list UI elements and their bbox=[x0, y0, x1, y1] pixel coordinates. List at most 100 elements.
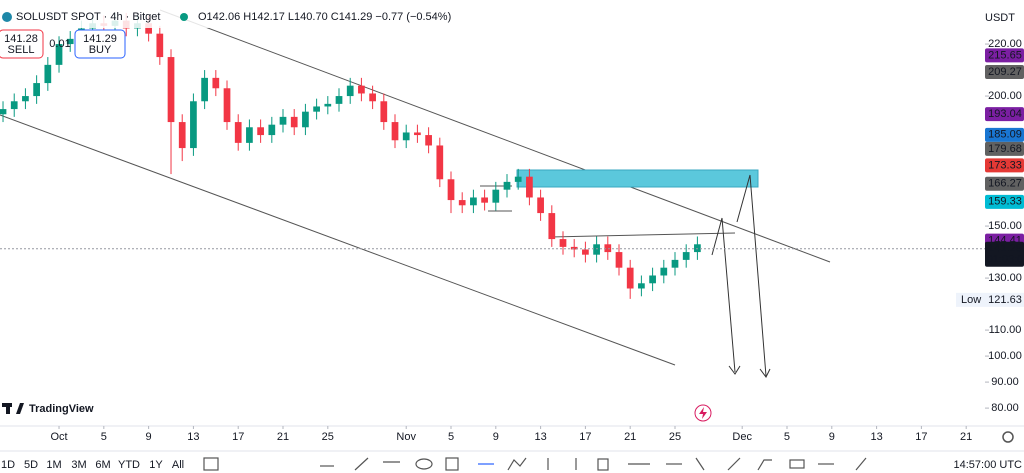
x-tick-label: 25 bbox=[322, 431, 334, 443]
settings-icon[interactable] bbox=[1002, 431, 1014, 443]
candle-body bbox=[559, 239, 567, 247]
tool-icon[interactable] bbox=[597, 458, 609, 471]
arrow-path bbox=[736, 174, 767, 377]
candle-body bbox=[615, 252, 623, 268]
sell-button[interactable] bbox=[0, 29, 44, 59]
candle-body bbox=[492, 189, 500, 203]
range-button[interactable]: 1M bbox=[46, 459, 61, 471]
y-tick-label: 130.00 bbox=[988, 272, 1022, 284]
candle-body bbox=[279, 116, 287, 125]
last-price-text: 141.29 bbox=[988, 243, 1022, 255]
tool-icon[interactable] bbox=[507, 457, 527, 471]
brand: TradingView bbox=[29, 403, 94, 415]
candle-body bbox=[570, 246, 578, 250]
header-bg bbox=[0, 6, 450, 28]
candle-body bbox=[458, 200, 466, 206]
candle-body bbox=[44, 64, 52, 84]
candle-body bbox=[55, 44, 63, 65]
range-button[interactable]: 3M bbox=[71, 459, 86, 471]
y-tick-label: 100.00 bbox=[988, 350, 1022, 362]
range-button[interactable]: 1D bbox=[1, 459, 15, 471]
candle-body bbox=[0, 109, 7, 115]
candle-body bbox=[391, 122, 399, 141]
symbol-logo bbox=[2, 12, 12, 22]
arrow-path bbox=[711, 217, 736, 373]
ohlc-high: H142.17 bbox=[243, 11, 285, 23]
candle-body bbox=[671, 259, 679, 268]
clock: 14:57:00 UTC bbox=[954, 459, 1023, 471]
candle-body bbox=[167, 57, 175, 123]
symbol-title: SOLUSDT SPOT · 4h · Bitget bbox=[16, 11, 160, 23]
candle-body bbox=[346, 85, 354, 97]
price-label-text: 193.04 bbox=[988, 108, 1022, 120]
candle-body bbox=[10, 101, 18, 110]
sell-price: 141.28 bbox=[4, 33, 38, 45]
candle-body bbox=[257, 127, 264, 136]
arrow-head bbox=[728, 365, 741, 375]
brand-logo bbox=[16, 403, 24, 414]
price-label bbox=[985, 176, 1024, 191]
price-label bbox=[985, 141, 1024, 156]
arrow-head bbox=[759, 368, 771, 378]
range-button[interactable]: 6M bbox=[95, 459, 110, 471]
price-label-text: 166.27 bbox=[988, 178, 1022, 190]
candle-body bbox=[447, 179, 455, 201]
candle-body bbox=[212, 77, 220, 89]
candle-body bbox=[682, 252, 690, 260]
calendar-icon[interactable] bbox=[203, 457, 219, 471]
ohlc-change: −0.77 (−0.54%) bbox=[375, 11, 451, 23]
price-label-text: 179.68 bbox=[988, 143, 1022, 155]
sell-label: SELL bbox=[8, 44, 35, 56]
candle-body bbox=[380, 101, 388, 123]
range-button[interactable]: 5D bbox=[24, 459, 38, 471]
ohlc-close: C141.29 bbox=[331, 11, 373, 23]
candle-body bbox=[369, 93, 376, 102]
tool-icon[interactable] bbox=[789, 459, 805, 469]
candle-body bbox=[436, 145, 444, 180]
tool-icon[interactable] bbox=[757, 459, 772, 471]
range-button[interactable]: YTD bbox=[118, 459, 140, 471]
ohlc-low: L140.70 bbox=[288, 11, 328, 23]
candle-body bbox=[582, 249, 589, 255]
range-button[interactable]: 1Y bbox=[149, 459, 163, 471]
range-button[interactable]: All bbox=[172, 459, 184, 471]
x-tick-label: 17 bbox=[915, 431, 927, 443]
price-label bbox=[985, 127, 1024, 142]
candle-body bbox=[604, 244, 612, 253]
tool-icon[interactable] bbox=[695, 457, 705, 471]
x-tick-label: 21 bbox=[960, 431, 972, 443]
candle-body bbox=[425, 135, 432, 146]
x-tick-label: 13 bbox=[870, 431, 882, 443]
x-tick-label: 13 bbox=[534, 431, 546, 443]
x-tick-label: 5 bbox=[101, 431, 107, 443]
x-tick-label: Dec bbox=[732, 431, 752, 443]
tool-icon[interactable] bbox=[855, 457, 867, 471]
ohlc: O142.06 H142.17 L140.70 C141.29 −0.77 (−… bbox=[198, 11, 451, 23]
x-tick-label: 9 bbox=[493, 431, 499, 443]
x-tick-label: Nov bbox=[396, 431, 416, 443]
candle-body bbox=[313, 106, 320, 112]
channel-lower bbox=[0, 114, 676, 366]
candle-body bbox=[660, 267, 668, 276]
alert-icon bbox=[699, 407, 707, 419]
buy-button[interactable] bbox=[74, 29, 126, 59]
tool-icon[interactable] bbox=[727, 457, 741, 471]
candle-body bbox=[145, 23, 152, 34]
tool-icon[interactable] bbox=[354, 457, 369, 471]
tool-icon[interactable] bbox=[415, 458, 433, 470]
price-label bbox=[985, 194, 1024, 209]
candle-body bbox=[626, 267, 634, 289]
y-tick-label: 150.00 bbox=[988, 220, 1022, 232]
candle-body bbox=[593, 244, 600, 255]
price-label-text: 185.09 bbox=[988, 129, 1022, 141]
candle-body bbox=[223, 88, 231, 123]
candle-body bbox=[649, 275, 656, 284]
y-tick-label: 90.00 bbox=[991, 376, 1019, 388]
x-tick-label: 17 bbox=[579, 431, 591, 443]
tool-icon[interactable] bbox=[445, 457, 459, 471]
candle-body bbox=[66, 38, 74, 45]
x-tick-label: 5 bbox=[448, 431, 454, 443]
x-tick-label: 5 bbox=[784, 431, 790, 443]
price-label-text: 209.27 bbox=[988, 66, 1022, 78]
